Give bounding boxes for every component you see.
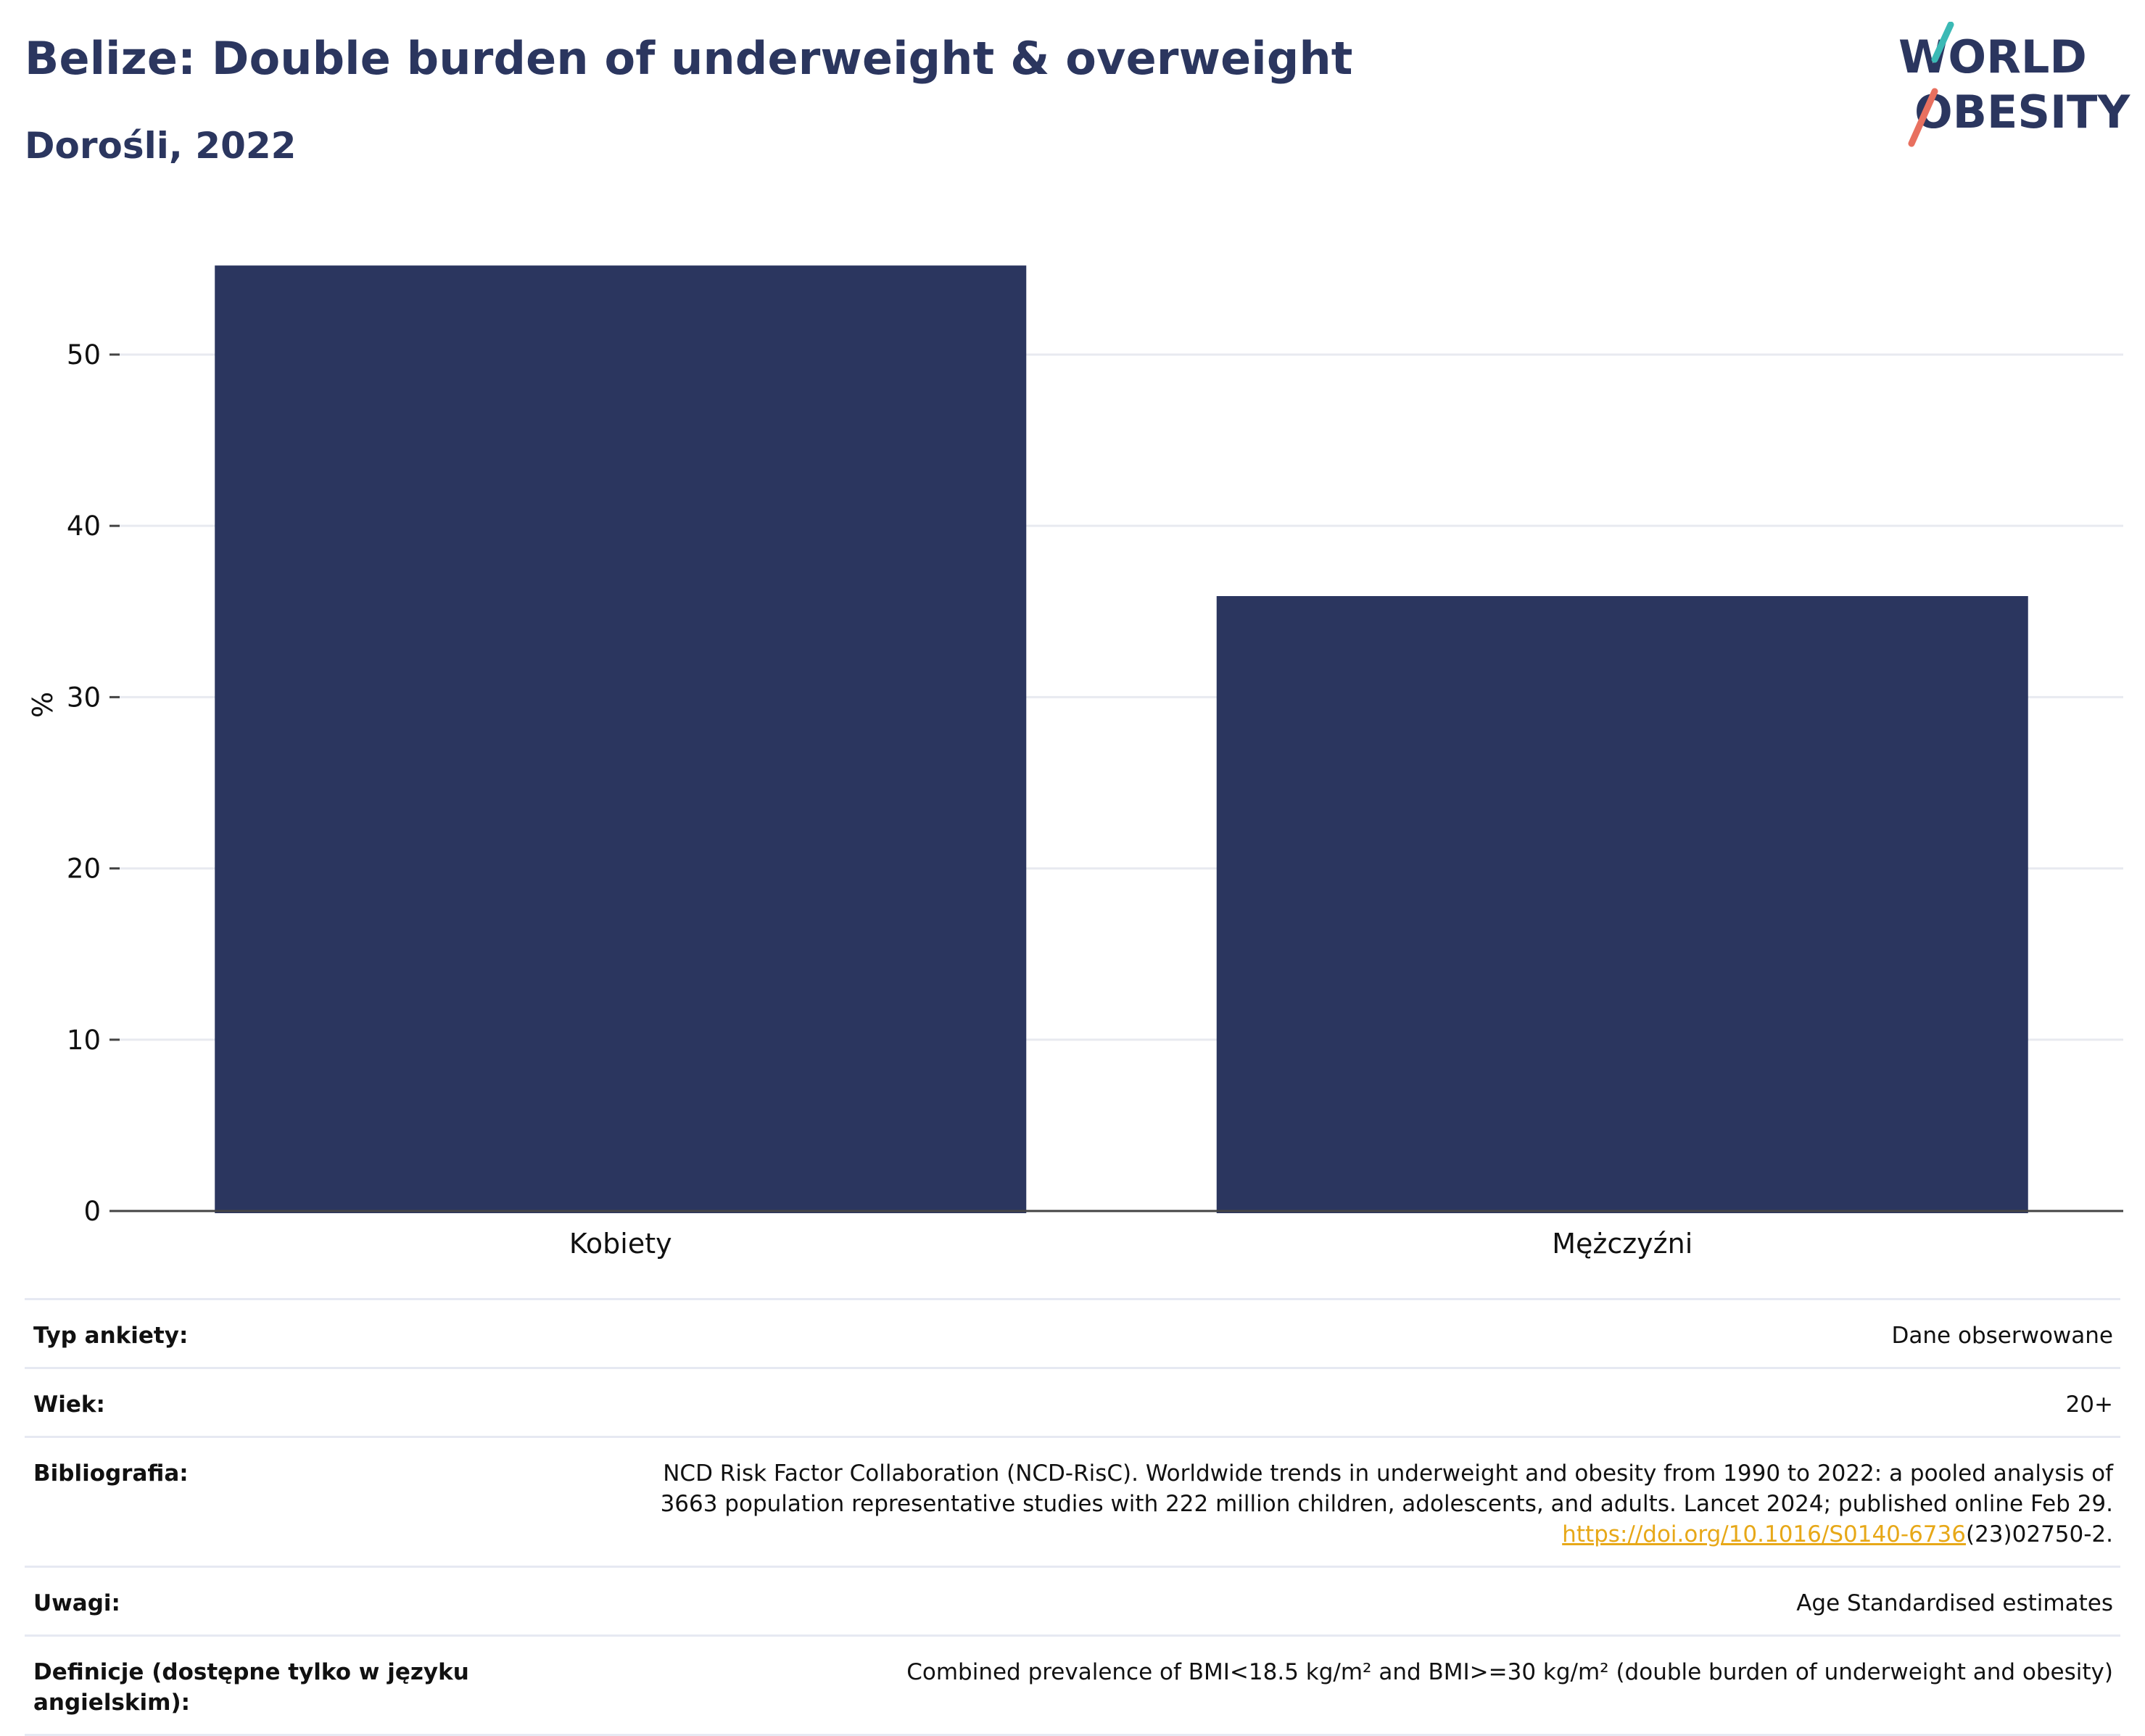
y-axis-ticks: 0 10 20 30 40 50	[67, 339, 120, 1227]
x-tick-label: Mężczyźni	[1552, 1228, 1693, 1260]
x-tick-label: Kobiety	[569, 1228, 672, 1260]
meta-label: Uwagi:	[33, 1590, 120, 1616]
y-tick-label: 30	[67, 682, 101, 713]
chart-title: Belize: Double burden of underweight & o…	[25, 32, 1353, 85]
bar-2	[1216, 596, 2028, 1213]
logo-line2: OBESITY	[1914, 86, 2130, 139]
meta-row-notes: Uwagi: Age Standardised estimates	[25, 1566, 2120, 1634]
y-tick-label: 40	[67, 511, 101, 542]
meta-value: Age Standardised estimates	[1796, 1590, 2113, 1616]
meta-value: Combined prevalence of BMI<18.5 kg/m² an…	[906, 1659, 2113, 1685]
x-axis-ticks: Kobiety Mężczyźni	[569, 1228, 1693, 1260]
world-obesity-logo: WORLD OBESITY	[1898, 22, 2130, 147]
meta-label: Definicje (dostępne tylko w języku angie…	[33, 1659, 469, 1716]
bibliography-line2: 3663 population representative studies w…	[660, 1491, 2113, 1517]
meta-label: Typ ankiety:	[33, 1323, 189, 1349]
logo-line1: WORLD	[1898, 30, 2087, 83]
meta-label: Bibliografia:	[33, 1460, 189, 1487]
doi-link[interactable]: https://doi.org/10.1016/S0140-6736	[1562, 1521, 1966, 1547]
y-axis-label: %	[27, 692, 59, 718]
y-tick-label: 0	[83, 1196, 101, 1227]
meta-value: Dane obserwowane	[1891, 1323, 2113, 1349]
bar-chart: 0 10 20 30 40 50 Kobiety Mężczyźni %	[27, 265, 2123, 1260]
meta-value: NCD Risk Factor Collaboration (NCD-RisC)…	[526, 1458, 2113, 1550]
bar-1	[215, 265, 1027, 1213]
meta-row-survey-type: Typ ankiety: Dane obserwowane	[25, 1298, 2120, 1367]
metadata-table: Typ ankiety: Dane obserwowane Wiek: 20+ …	[25, 1298, 2120, 1736]
y-tick-label: 50	[67, 339, 101, 371]
bibliography-line3: https://doi.org/10.1016/S0140-6736(23)02…	[526, 1519, 2113, 1550]
chart-subtitle: Dorośli, 2022	[25, 125, 297, 167]
meta-row-age: Wiek: 20+	[25, 1367, 2120, 1436]
bars	[215, 265, 2028, 1213]
bibliography-line1: NCD Risk Factor Collaboration (NCD-RisC)…	[663, 1460, 2113, 1487]
meta-row-definitions: Definicje (dostępne tylko w języku angie…	[25, 1634, 2120, 1736]
y-tick-label: 10	[67, 1025, 101, 1056]
meta-label: Wiek:	[33, 1392, 105, 1418]
doi-suffix: (23)02750-2.	[1965, 1521, 2113, 1547]
meta-value: 20+	[2065, 1392, 2113, 1418]
meta-row-bibliography: Bibliografia: NCD Risk Factor Collaborat…	[25, 1436, 2120, 1566]
y-tick-label: 20	[67, 853, 101, 885]
